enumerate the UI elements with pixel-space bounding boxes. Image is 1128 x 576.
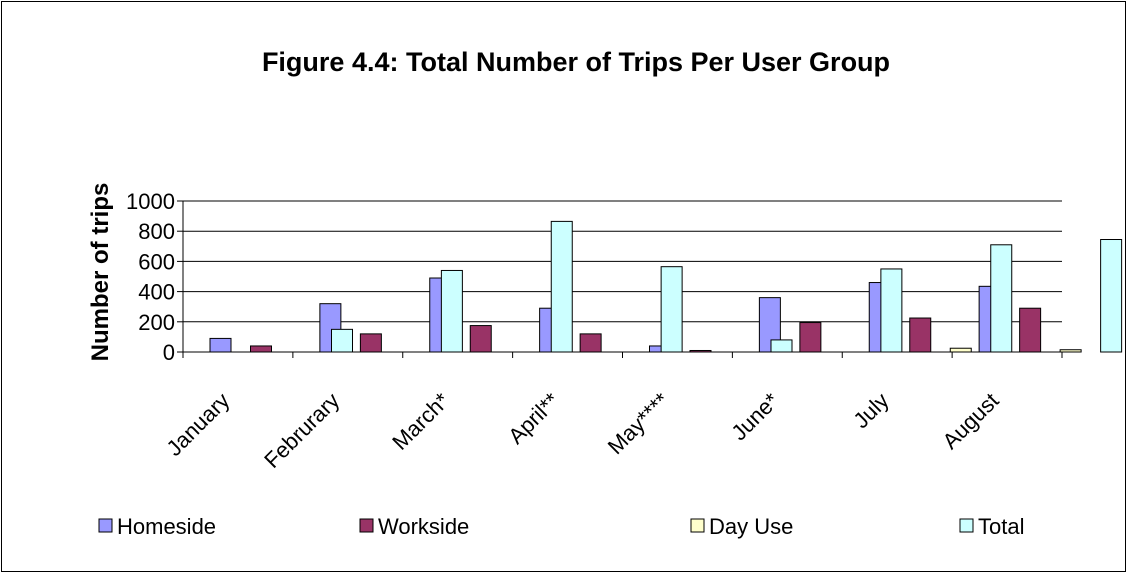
legend-label: Workside: [378, 514, 469, 539]
x-tick-labels: January Februrary March* April** May**** June…: [161, 388, 1003, 473]
bar-day-use-july: [949, 347, 972, 353]
bar-total-march: [550, 220, 573, 353]
legend-swatch: [359, 518, 374, 533]
legend: Homeside Workside Day Use Total: [98, 514, 1024, 539]
bar-total-august: [1100, 239, 1123, 353]
x-tick-label: July: [848, 388, 893, 433]
bar-total-january: [331, 328, 353, 353]
legend-swatch: [98, 518, 113, 533]
gridlines: [183, 200, 1062, 323]
x-tick-label: Februrary: [259, 388, 344, 473]
bar-total-may: [770, 339, 793, 353]
bars: [209, 220, 1123, 353]
x-tick-label: June*: [726, 388, 784, 446]
bar-workside-march: [469, 325, 492, 353]
y-tick-label: 600: [138, 249, 175, 274]
bar-workside-august: [1019, 307, 1042, 353]
bar-workside-june: [799, 322, 822, 353]
x-tick-label: March*: [387, 388, 454, 455]
y-tick-label: 200: [138, 310, 175, 335]
bar-homeside-january: [209, 337, 232, 353]
y-axis-label: Number of trips: [87, 183, 114, 362]
y-tick-label: 0: [163, 340, 175, 365]
bar-workside-februrary: [359, 333, 382, 353]
legend-swatch: [690, 518, 705, 533]
bar-total-june: [880, 268, 903, 353]
legend-label: Day Use: [709, 514, 793, 539]
legend-label: Homeside: [117, 514, 216, 539]
bar-total-april: [660, 266, 683, 353]
bar-workside-april: [579, 333, 602, 353]
y-tick-label: 800: [138, 219, 175, 244]
legend-label: Total: [978, 514, 1024, 539]
bar-workside-january: [250, 345, 272, 353]
chart-title: Figure 4.4: Total Number of Trips Per Us…: [262, 47, 890, 77]
x-tick-label: April**: [503, 388, 564, 449]
x-tick-label: January: [161, 388, 234, 461]
axes: [177, 200, 1063, 358]
y-tick-label: 400: [138, 280, 175, 305]
bar-total-februrary: [440, 269, 463, 353]
bar-total-july: [990, 244, 1013, 353]
y-tick-labels: 0 200 400 600 800 1000: [126, 189, 175, 365]
y-tick-label: 1000: [126, 189, 175, 214]
x-tick-label: May****: [603, 388, 675, 460]
bar-day-use-august: [1059, 349, 1082, 353]
bar-workside-july: [909, 317, 932, 353]
x-tick-label: August: [937, 388, 1003, 454]
legend-swatch: [959, 518, 974, 533]
